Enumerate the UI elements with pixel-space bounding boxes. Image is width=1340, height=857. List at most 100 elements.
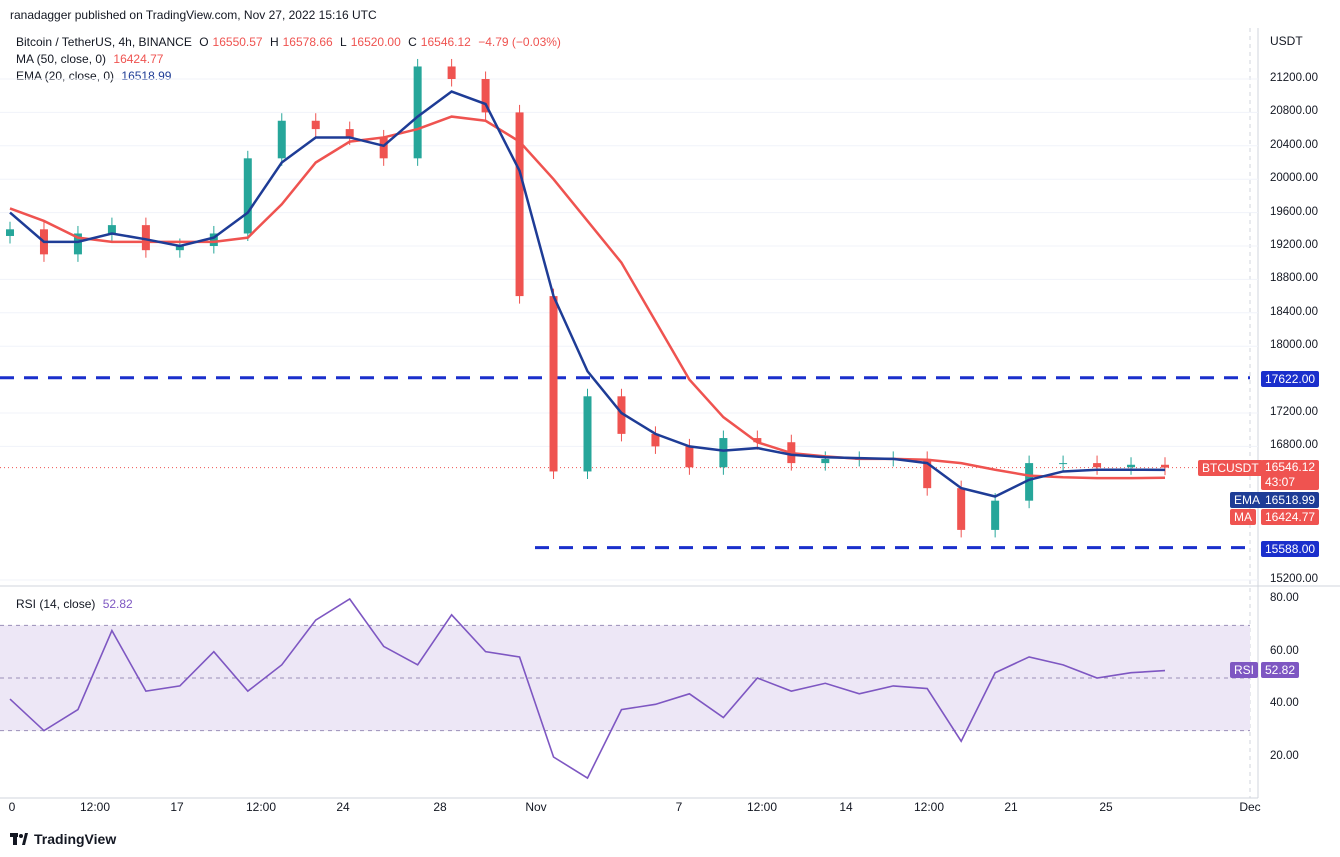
last-price-badge: 16546.12 43:07: [1261, 460, 1320, 490]
time-tick-label: 12:00: [245, 800, 277, 814]
rsi-value: 52.82: [102, 597, 133, 611]
candle-body: [413, 66, 422, 159]
candle-body: [549, 296, 558, 472]
candle-body: [481, 79, 490, 113]
price-tick-label: 21200.00: [1270, 72, 1318, 84]
candlesticks: [6, 58, 1169, 538]
ema-price-badge: 16518.99: [1261, 492, 1320, 508]
publisher-line: ranadagger published on TradingView.com,…: [10, 8, 377, 22]
time-tick-label: 21: [1004, 800, 1018, 814]
price-tick-label: 20000.00: [1270, 172, 1318, 185]
candle-body: [1161, 464, 1169, 468]
ma-legend[interactable]: MA (50, close, 0) 16424.77: [16, 52, 167, 66]
candle-body: [1025, 463, 1034, 501]
time-tick-label: Dec: [1239, 800, 1261, 814]
candle-body: [243, 158, 252, 234]
price-tick-label: 19600.00: [1270, 205, 1318, 218]
rsi-price-badge: 52.82: [1261, 662, 1300, 678]
price-tick-label: 18000.00: [1270, 339, 1318, 352]
candle-body: [6, 229, 14, 236]
rsi-tick-label: 40.00: [1270, 697, 1299, 710]
time-tick-label: 28: [433, 800, 447, 814]
candle-body: [651, 433, 660, 447]
ma-50-line: [9, 115, 1166, 480]
time-tick-label: 7: [675, 800, 683, 814]
time-tick-label: 12:00: [79, 800, 111, 814]
price-tick-label: 17200.00: [1270, 406, 1318, 418]
candle-body: [583, 396, 592, 472]
moving-average-lines: [9, 90, 1166, 498]
support-level-badge: 15588.00: [1261, 541, 1320, 557]
high-label: H: [269, 35, 279, 49]
time-tick-label: 12:00: [746, 800, 778, 814]
symbol-tag-badge: BTCUSDT: [1198, 460, 1263, 476]
time-tick-label: 17: [170, 800, 184, 814]
ma-label: MA (50, close, 0): [16, 52, 107, 66]
price-tick-label: 18400.00: [1270, 305, 1318, 318]
open-label: O: [199, 35, 209, 49]
candle-body: [957, 488, 966, 530]
candle-body: [923, 458, 932, 489]
close-value: 16546.12: [420, 35, 471, 49]
candle-body: [1127, 464, 1136, 468]
ema-tag-badge: EMA: [1230, 492, 1265, 508]
candle-body: [685, 446, 694, 468]
ma-price-badge: 16424.77: [1261, 509, 1320, 525]
candle-body: [753, 438, 762, 443]
tradingview-logo[interactable]: TradingView: [10, 831, 116, 847]
open-value: 16550.57: [212, 35, 263, 49]
ma-tag-badge: MA: [1230, 509, 1256, 525]
candle-body: [719, 438, 728, 468]
candle-body: [447, 66, 456, 79]
price-tick-label: 15200.00: [1270, 573, 1318, 585]
time-tick-label: 24: [336, 800, 350, 814]
price-tick-label: 16800.00: [1270, 439, 1318, 452]
ohlc-legend: Bitcoin / TetherUS, 4h, BINANCE O 16550.5…: [16, 35, 565, 49]
price-tick-label: 18800.00: [1270, 272, 1318, 285]
change-value: −4.79 (−0.03%): [478, 35, 561, 49]
rsi-panel: [0, 597, 1250, 780]
candle-body: [345, 129, 354, 138]
rsi-tick-label: 80.00: [1270, 592, 1299, 604]
candle-body: [141, 225, 150, 251]
ema-20-line: [9, 90, 1166, 498]
rsi-tick-label: 60.00: [1270, 644, 1299, 657]
candle-body: [209, 233, 218, 246]
time-tick-label: 25: [1099, 800, 1113, 814]
candle-body: [1093, 463, 1102, 468]
countdown-value: 43:07: [1265, 475, 1296, 489]
ma-value: 16424.77: [113, 52, 164, 66]
currency-label: USDT: [1270, 34, 1303, 48]
price-gridlines: [0, 78, 1258, 581]
low-label: L: [340, 35, 347, 49]
time-tick-label: Nov: [525, 800, 547, 814]
rsi-legend[interactable]: RSI (14, close) 52.82: [16, 597, 137, 611]
time-tick-label: 12:00: [913, 800, 945, 814]
high-value: 16578.66: [282, 35, 333, 49]
candle-body: [379, 137, 388, 159]
candle-body: [73, 233, 82, 255]
candle-body: [515, 112, 524, 297]
close-label: C: [408, 35, 417, 49]
candle-body: [107, 225, 116, 234]
symbol-title[interactable]: Bitcoin / TetherUS, 4h, BINANCE: [16, 35, 192, 49]
last-price-value: 16546.12: [1265, 460, 1316, 474]
candle-body: [991, 500, 1000, 530]
candle-body: [311, 120, 320, 130]
time-tick-label: 0: [8, 800, 16, 814]
rsi-tag-badge: RSI: [1230, 662, 1259, 678]
candle-body: [617, 396, 626, 434]
candle-body: [821, 458, 830, 464]
price-tick-label: 20400.00: [1270, 138, 1318, 151]
price-tick-label: 20800.00: [1270, 105, 1318, 118]
price-tick-label: 19200.00: [1270, 239, 1318, 251]
low-value: 16520.00: [350, 35, 401, 49]
resistance-level-badge: 17622.00: [1261, 371, 1320, 387]
rsi-tick-label: 20.00: [1270, 750, 1299, 762]
candle-body: [277, 120, 286, 159]
rsi-label: RSI (14, close): [16, 597, 96, 611]
brand-label: TradingView: [34, 831, 117, 847]
candle-body: [1059, 463, 1068, 465]
rsi-line: [9, 597, 1166, 780]
